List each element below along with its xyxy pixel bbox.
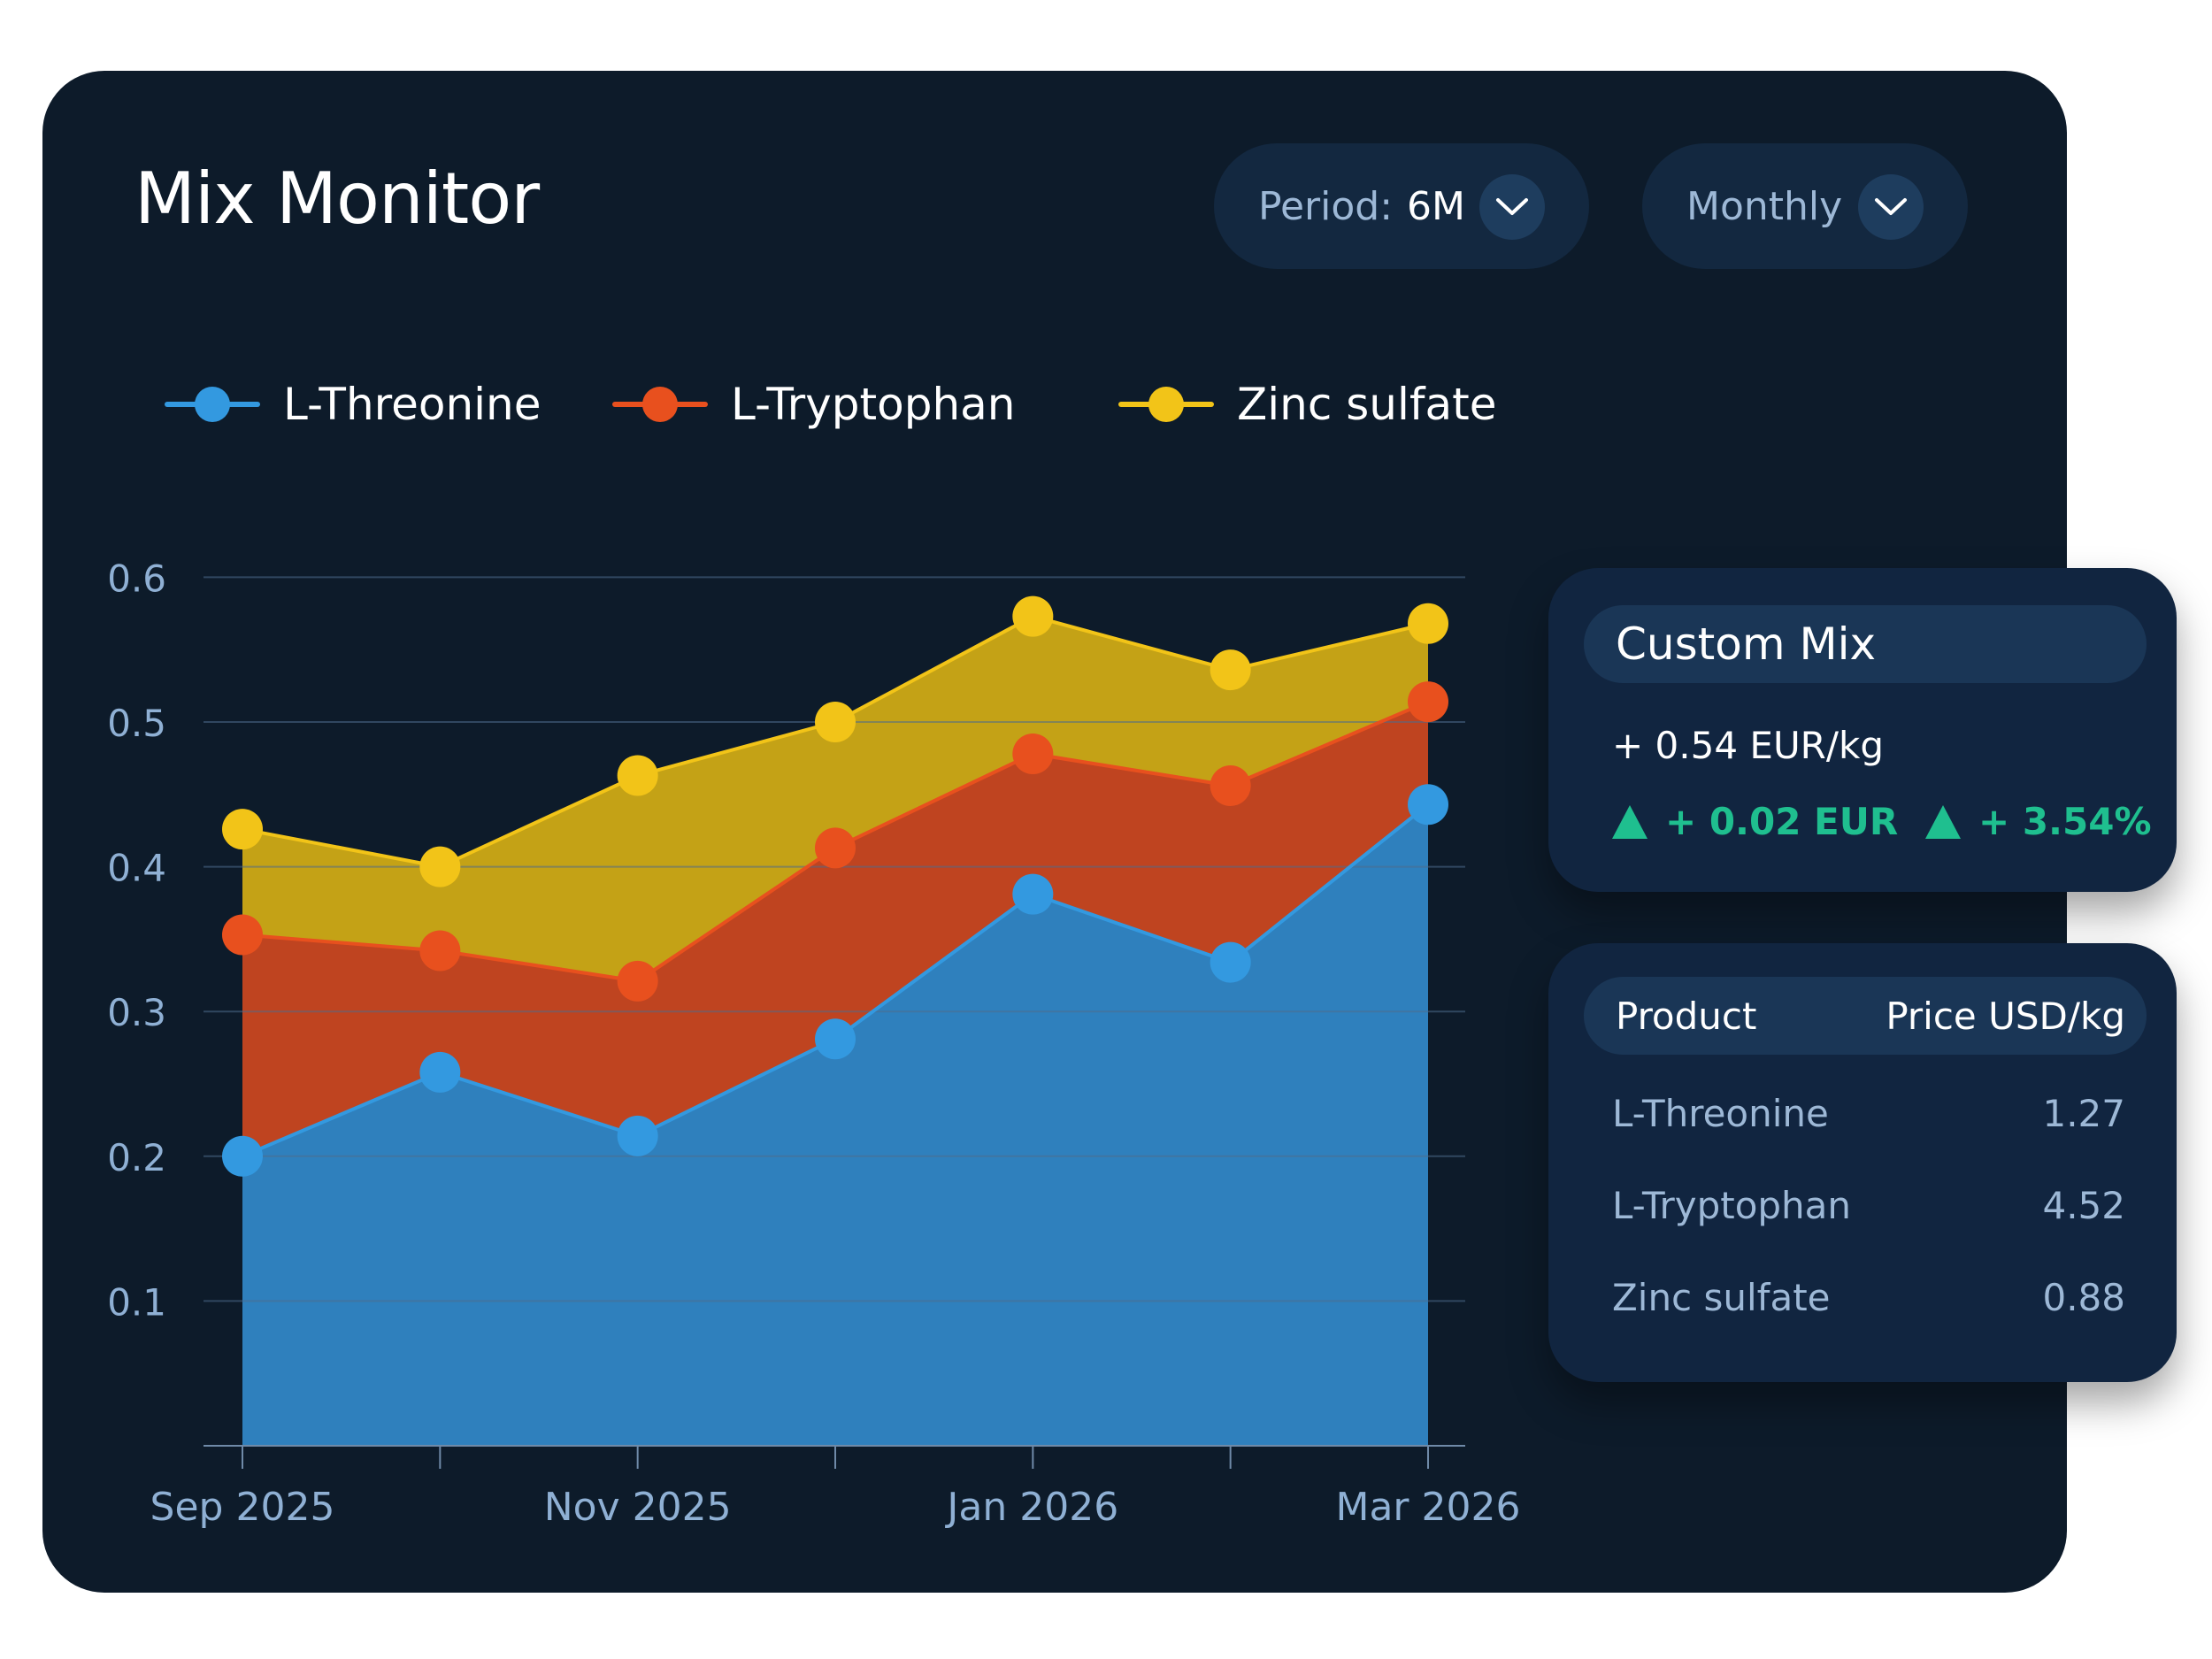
legend-marker — [612, 372, 708, 437]
frequency-selector[interactable]: Monthly — [1642, 143, 1968, 269]
legend-marker — [165, 372, 260, 437]
custom-mix-title: Custom Mix — [1616, 618, 1877, 670]
change-absolute: + 0.02 EUR — [1612, 800, 1898, 843]
data-point-1-0 — [222, 914, 263, 956]
data-point-0-4 — [1012, 873, 1054, 915]
x-tick-label: Sep 2025 — [150, 1485, 335, 1530]
period-selector[interactable]: Period: 6M — [1214, 143, 1589, 269]
data-point-1-2 — [617, 960, 658, 1002]
period-value: 6M — [1407, 183, 1465, 229]
y-tick-label: 0.3 — [107, 991, 166, 1034]
period-label: Period: — [1258, 183, 1394, 229]
data-point-1-5 — [1210, 764, 1251, 806]
data-point-2-6 — [1408, 603, 1448, 644]
data-point-0-0 — [222, 1135, 263, 1177]
x-tick-label: Mar 2026 — [1336, 1485, 1521, 1530]
custom-mix-price: + 0.54 EUR/kg — [1612, 724, 1885, 767]
data-point-2-5 — [1210, 649, 1251, 691]
legend-item-l-threonine[interactable]: L-Threonine — [165, 372, 541, 437]
column-header-product: Product — [1616, 994, 1757, 1038]
data-point-2-2 — [617, 755, 658, 796]
legend-item-l-tryptophan[interactable]: L-Tryptophan — [612, 372, 1015, 437]
table-row[interactable]: Zinc sulfate 0.88 — [1612, 1276, 2125, 1319]
triangle-up-icon — [1612, 804, 1647, 839]
legend-label: L-Threonine — [283, 379, 541, 430]
custom-mix-panel: Custom Mix + 0.54 EUR/kg + 0.02 EUR + 3.… — [1548, 568, 2177, 892]
legend-marker — [1118, 372, 1214, 437]
product-name: L-Tryptophan — [1612, 1184, 1852, 1227]
custom-mix-header: Custom Mix — [1584, 605, 2147, 683]
data-point-0-1 — [419, 1051, 461, 1093]
legend-item-zinc-sulfate[interactable]: Zinc sulfate — [1118, 372, 1496, 437]
page-title: Mix Monitor — [134, 157, 540, 240]
data-point-2-0 — [222, 809, 263, 850]
chevron-down-icon[interactable] — [1858, 174, 1924, 240]
data-point-0-2 — [617, 1115, 658, 1156]
product-name: Zinc sulfate — [1612, 1276, 1831, 1319]
area-0 — [242, 804, 1428, 1446]
change-absolute-value: + 0.02 EUR — [1665, 800, 1899, 843]
table-row[interactable]: L-Tryptophan 4.52 — [1612, 1184, 2125, 1227]
data-point-2-4 — [1012, 595, 1054, 637]
product-price: 1.27 — [2042, 1092, 2125, 1135]
x-tick-label: Jan 2026 — [944, 1485, 1118, 1530]
frequency-value: Monthly — [1686, 183, 1843, 229]
change-percent-value: + 3.54% — [1978, 800, 2152, 843]
y-tick-label: 0.6 — [107, 557, 166, 600]
table-row[interactable]: L-Threonine 1.27 — [1612, 1092, 2125, 1135]
product-price: 0.88 — [2042, 1276, 2125, 1319]
data-point-2-1 — [419, 846, 461, 887]
data-point-2-3 — [815, 702, 856, 742]
data-point-0-6 — [1408, 784, 1448, 826]
product-price: 4.52 — [2042, 1184, 2125, 1227]
legend-label: L-Tryptophan — [731, 379, 1016, 430]
y-tick-label: 0.2 — [107, 1136, 166, 1179]
data-point-1-6 — [1408, 681, 1448, 723]
product-name: L-Threonine — [1612, 1092, 1829, 1135]
data-point-0-5 — [1210, 941, 1251, 983]
product-table-header: Product Price USD/kg — [1584, 977, 2147, 1055]
change-percent: + 3.54% — [1925, 800, 2152, 843]
chevron-down-icon[interactable] — [1479, 174, 1545, 240]
product-price-panel: Product Price USD/kg L-Threonine 1.27 L-… — [1548, 943, 2177, 1382]
data-point-1-1 — [419, 930, 461, 972]
data-point-1-3 — [815, 827, 856, 869]
data-point-1-4 — [1012, 733, 1054, 774]
y-tick-label: 0.4 — [107, 847, 166, 890]
y-tick-label: 0.5 — [107, 702, 166, 745]
triangle-up-icon — [1925, 804, 1961, 839]
legend-label: Zinc sulfate — [1237, 379, 1497, 430]
y-tick-label: 0.1 — [107, 1280, 166, 1324]
data-point-0-3 — [815, 1018, 856, 1060]
x-tick-label: Nov 2025 — [544, 1485, 732, 1530]
column-header-price: Price USD/kg — [1886, 994, 2125, 1038]
